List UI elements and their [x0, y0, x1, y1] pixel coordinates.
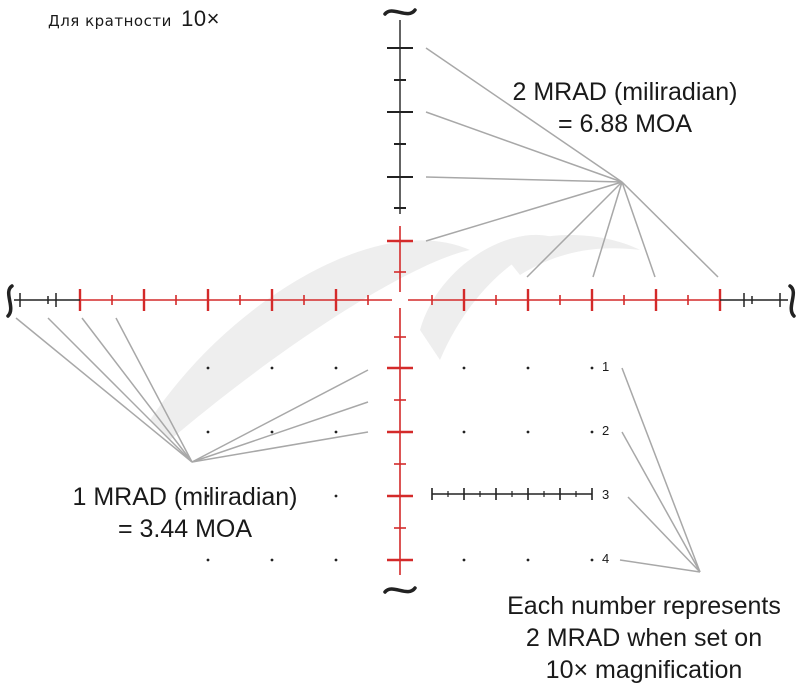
watermark-logo: [150, 234, 640, 440]
holdover-number: 2: [602, 423, 610, 438]
holdover-dot: [334, 430, 338, 434]
holdover-dot: [462, 558, 466, 562]
holdover-dot: [334, 366, 338, 370]
vertical-end-cap: [383, 8, 417, 16]
vertical-end-cap: [383, 586, 417, 594]
holdover-dot: [590, 558, 594, 562]
leader-line: [191, 431, 369, 463]
leader-line: [15, 317, 193, 463]
two-mrad-callout: 2 MRAD (miliradian) = 6.88 MOA: [475, 76, 775, 140]
holdover-dot: [206, 558, 210, 562]
holdover-dot: [334, 494, 338, 498]
one-mrad-callout: 1 MRAD (miliradian) = 3.44 MOA: [30, 481, 340, 545]
holdover-dot: [270, 494, 274, 498]
holdover-dot: [526, 366, 530, 370]
leader-line: [47, 317, 193, 463]
holdover-dot: [590, 430, 594, 434]
leader-line: [621, 367, 701, 573]
leader-line: [425, 111, 623, 183]
holdover-dot: [462, 430, 466, 434]
leader-line: [115, 317, 193, 463]
holdover-dot-grid: [206, 366, 594, 562]
leader-line: [627, 496, 701, 573]
two-mrad-line2: = 6.88 MOA: [557, 110, 693, 138]
watermark-swoosh: [150, 240, 470, 440]
holdover-dot: [462, 366, 466, 370]
holdover-dot: [270, 430, 274, 434]
leader-line: [592, 181, 623, 278]
holdover-number: 3: [602, 487, 610, 502]
leader-line: [619, 559, 701, 573]
horizontal-end-cap: [788, 284, 796, 318]
leader-line: [621, 181, 656, 278]
watermark-swoosh: [420, 234, 560, 360]
one-mrad-line1: 1 MRAD (miliradian): [72, 483, 298, 511]
leader-line: [425, 47, 623, 183]
leader-line: [191, 369, 369, 463]
leader-line: [191, 401, 369, 463]
horizontal-end-cap: [6, 284, 14, 318]
reticle-crosshair: [6, 8, 796, 594]
leader-line: [526, 181, 623, 278]
leader-line: [621, 431, 701, 573]
leader-line: [81, 317, 193, 463]
each-number-callout: Each number represents 2 MRAD when set o…: [484, 590, 800, 686]
leader-line: [425, 176, 623, 183]
holdover-dot: [206, 366, 210, 370]
holdover-dot: [206, 494, 210, 498]
holdover-dot: [526, 430, 530, 434]
holdover-dot: [206, 430, 210, 434]
leader-line: [425, 181, 623, 242]
holdover-dot: [590, 366, 594, 370]
magnification-value: 10×: [181, 6, 220, 31]
holdover-dot: [270, 558, 274, 562]
holdover-number: 4: [602, 551, 610, 566]
callout-leader-lines: [15, 47, 719, 573]
magnification-label: Для кратности: [48, 12, 172, 30]
magnification-note: Для кратности 10×: [48, 6, 220, 32]
holdover-dot: [526, 558, 530, 562]
each-number-line2: 2 MRAD when set on: [525, 624, 763, 652]
leader-line: [621, 181, 719, 278]
holdover-dot: [270, 366, 274, 370]
each-number-line1: Each number represents: [507, 592, 781, 620]
watermark-swoosh: [500, 235, 640, 275]
holdover-dot: [334, 558, 338, 562]
two-mrad-line1: 2 MRAD (miliradian): [512, 78, 738, 106]
each-number-line3: 10× magnification: [545, 656, 743, 684]
holdover-number: 1: [602, 359, 610, 374]
one-mrad-line2: = 3.44 MOA: [117, 515, 253, 543]
